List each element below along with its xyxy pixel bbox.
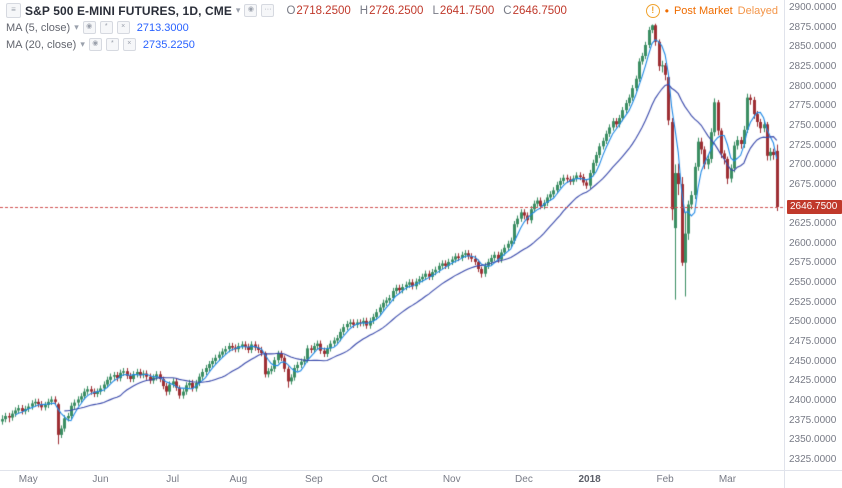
chevron-down-icon[interactable]: ▾ bbox=[235, 5, 241, 15]
time-tick-label: Dec bbox=[515, 474, 533, 485]
time-tick-label: Jun bbox=[92, 474, 109, 485]
low-label: L bbox=[432, 4, 439, 17]
chevron-down-icon[interactable]: ▾ bbox=[74, 22, 79, 32]
price-tick-label: 2375.0000 bbox=[789, 414, 837, 426]
open-label: O bbox=[286, 4, 296, 17]
price-chart-canvas[interactable] bbox=[0, 0, 785, 470]
time-axis-separator bbox=[0, 470, 842, 471]
eye-icon[interactable]: ◉ bbox=[244, 4, 258, 17]
ma20-value: 2735.2250 bbox=[142, 38, 195, 51]
price-tick-label: 2450.0000 bbox=[789, 355, 837, 367]
ma5-legend-row: MA (5, close) ▾ ◉ * × 2713.3000 bbox=[6, 19, 567, 36]
price-tick-label: 2500.0000 bbox=[789, 316, 837, 328]
symbol-legend-row: ≡ S&P 500 E-MINI FUTURES, 1D, CME ▾ ◉ ··… bbox=[6, 2, 567, 19]
price-tick-label: 2525.0000 bbox=[789, 296, 837, 308]
price-tick-label: 2425.0000 bbox=[789, 375, 837, 387]
price-tick-label: 2875.0000 bbox=[789, 21, 837, 33]
price-tick-label: 2550.0000 bbox=[789, 277, 837, 289]
post-market-label: Post Market bbox=[673, 5, 733, 17]
eye-icon[interactable]: ◉ bbox=[88, 38, 102, 51]
price-tick-label: 2625.0000 bbox=[789, 218, 837, 230]
price-axis-separator bbox=[784, 0, 785, 488]
ma5-label: MA (5, close) bbox=[6, 21, 71, 34]
time-tick-label: Feb bbox=[656, 474, 674, 485]
open-value: 2718.2500 bbox=[296, 4, 351, 17]
price-tick-label: 2675.0000 bbox=[789, 178, 837, 190]
ma5-value: 2713.3000 bbox=[136, 21, 189, 34]
time-axis[interactable]: May Jun Jul Aug Sep Oct Nov Dec 2018 Feb Mar bbox=[0, 471, 784, 488]
market-status: ! • Post Market Delayed bbox=[645, 4, 778, 18]
time-tick-label: Oct bbox=[371, 474, 388, 485]
ma20-legend-row: MA (20, close) ▾ ◉ * × 2735.2250 bbox=[6, 36, 567, 53]
time-tick-label: May bbox=[18, 474, 38, 485]
close-label: C bbox=[503, 4, 512, 17]
chevron-down-icon[interactable]: ▾ bbox=[80, 39, 85, 49]
close-value: 2646.7500 bbox=[512, 4, 567, 17]
price-tick-label: 2400.0000 bbox=[789, 395, 837, 407]
price-tick-label: 2700.0000 bbox=[789, 159, 837, 171]
delayed-label: Delayed bbox=[737, 5, 778, 17]
price-tick-label: 2900.0000 bbox=[789, 2, 837, 13]
time-tick-label: Jul bbox=[166, 474, 180, 485]
time-tick-label: Nov bbox=[442, 474, 461, 485]
price-tick-label: 2600.0000 bbox=[789, 237, 837, 249]
gear-icon[interactable]: * bbox=[99, 21, 113, 34]
price-tick-label: 2475.0000 bbox=[789, 336, 837, 348]
low-value: 2641.7500 bbox=[439, 4, 495, 17]
current-price-chip: 2646.7500 bbox=[787, 200, 842, 215]
price-tick-label: 2325.0000 bbox=[789, 454, 837, 465]
price-tick-label: 2725.0000 bbox=[789, 139, 837, 151]
symbol-title[interactable]: S&P 500 E-MINI FUTURES, 1D, CME bbox=[25, 3, 232, 18]
close-icon[interactable]: × bbox=[116, 21, 130, 34]
high-value: 2726.2500 bbox=[369, 4, 424, 17]
post-market-dot-icon: • bbox=[664, 4, 669, 18]
legend-menu-icon[interactable]: ≡ bbox=[6, 3, 21, 18]
chart-legend: ≡ S&P 500 E-MINI FUTURES, 1D, CME ▾ ◉ ··… bbox=[6, 2, 567, 53]
time-tick-label: Aug bbox=[229, 474, 248, 485]
price-axis[interactable]: 2646.7500 2900.0000 2875.0000 2850.0000 282… bbox=[786, 0, 842, 470]
delayed-info-icon[interactable]: ! bbox=[645, 4, 660, 18]
ma20-label: MA (20, close) bbox=[6, 38, 77, 51]
time-tick-label: Sep bbox=[304, 474, 323, 485]
time-tick-label: 2018 bbox=[578, 474, 601, 485]
price-tick-label: 2800.0000 bbox=[789, 80, 837, 92]
high-label: H bbox=[359, 4, 369, 17]
price-tick-label: 2775.0000 bbox=[789, 100, 837, 112]
close-icon[interactable]: × bbox=[122, 38, 136, 51]
more-options-icon[interactable]: ··· bbox=[261, 4, 275, 17]
price-tick-label: 2825.0000 bbox=[789, 60, 837, 72]
eye-icon[interactable]: ◉ bbox=[82, 21, 96, 34]
price-tick-label: 2575.0000 bbox=[789, 257, 837, 269]
price-tick-label: 2750.0000 bbox=[789, 119, 837, 131]
ohlc-readout: O 2718.2500 H 2726.2500 L 2641.7500 C 26… bbox=[286, 5, 566, 17]
price-tick-label: 2350.0000 bbox=[789, 434, 837, 446]
price-tick-label: 2850.0000 bbox=[789, 41, 837, 53]
time-tick-label: Mar bbox=[718, 474, 737, 485]
gear-icon[interactable]: * bbox=[105, 38, 119, 51]
